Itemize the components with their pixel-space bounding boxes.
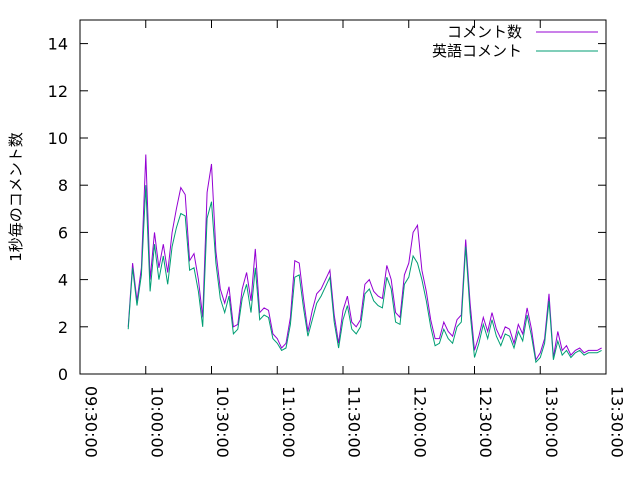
x-tick-label: 12:30:00 [476,386,495,458]
series-line-comment-count [127,154,602,362]
x-tick-label: 11:30:00 [345,386,364,458]
x-tick-label: 11:00:00 [279,386,298,458]
series-line-english-comment [127,185,602,364]
y-tick-label: 10 [48,129,68,148]
y-tick-label: 6 [58,223,68,242]
y-tick-label: 12 [48,82,68,101]
x-tick-label: 13:00:00 [542,386,561,458]
x-tick-label: 13:30:00 [608,386,627,458]
plot-frame [79,19,607,375]
y-tick-label: 4 [58,271,68,290]
legend: コメント数 英語コメント [432,23,598,60]
x-axis-ticks: 09:30:00 10:00:00 10:30:00 11:00:00 11:30:00… [79,20,627,458]
legend-label-english-comment: 英語コメント [432,42,522,60]
x-tick-label: 12:00:00 [410,386,429,458]
series-layer [127,154,602,364]
y-tick-label: 2 [58,318,68,337]
y-axis-ticks: 0 2 4 6 8 10 12 14 [48,35,606,384]
legend-label-comment-count: コメント数 [447,23,522,41]
y-tick-label: 0 [58,365,68,384]
x-tick-label: 10:00:00 [147,386,166,458]
x-tick-label: 10:30:00 [213,386,232,458]
x-tick-label: 09:30:00 [82,386,101,458]
y-axis-label: 1秒毎のコメント数 [7,132,25,262]
y-tick-label: 8 [58,176,68,195]
y-tick-label: 14 [48,35,68,54]
